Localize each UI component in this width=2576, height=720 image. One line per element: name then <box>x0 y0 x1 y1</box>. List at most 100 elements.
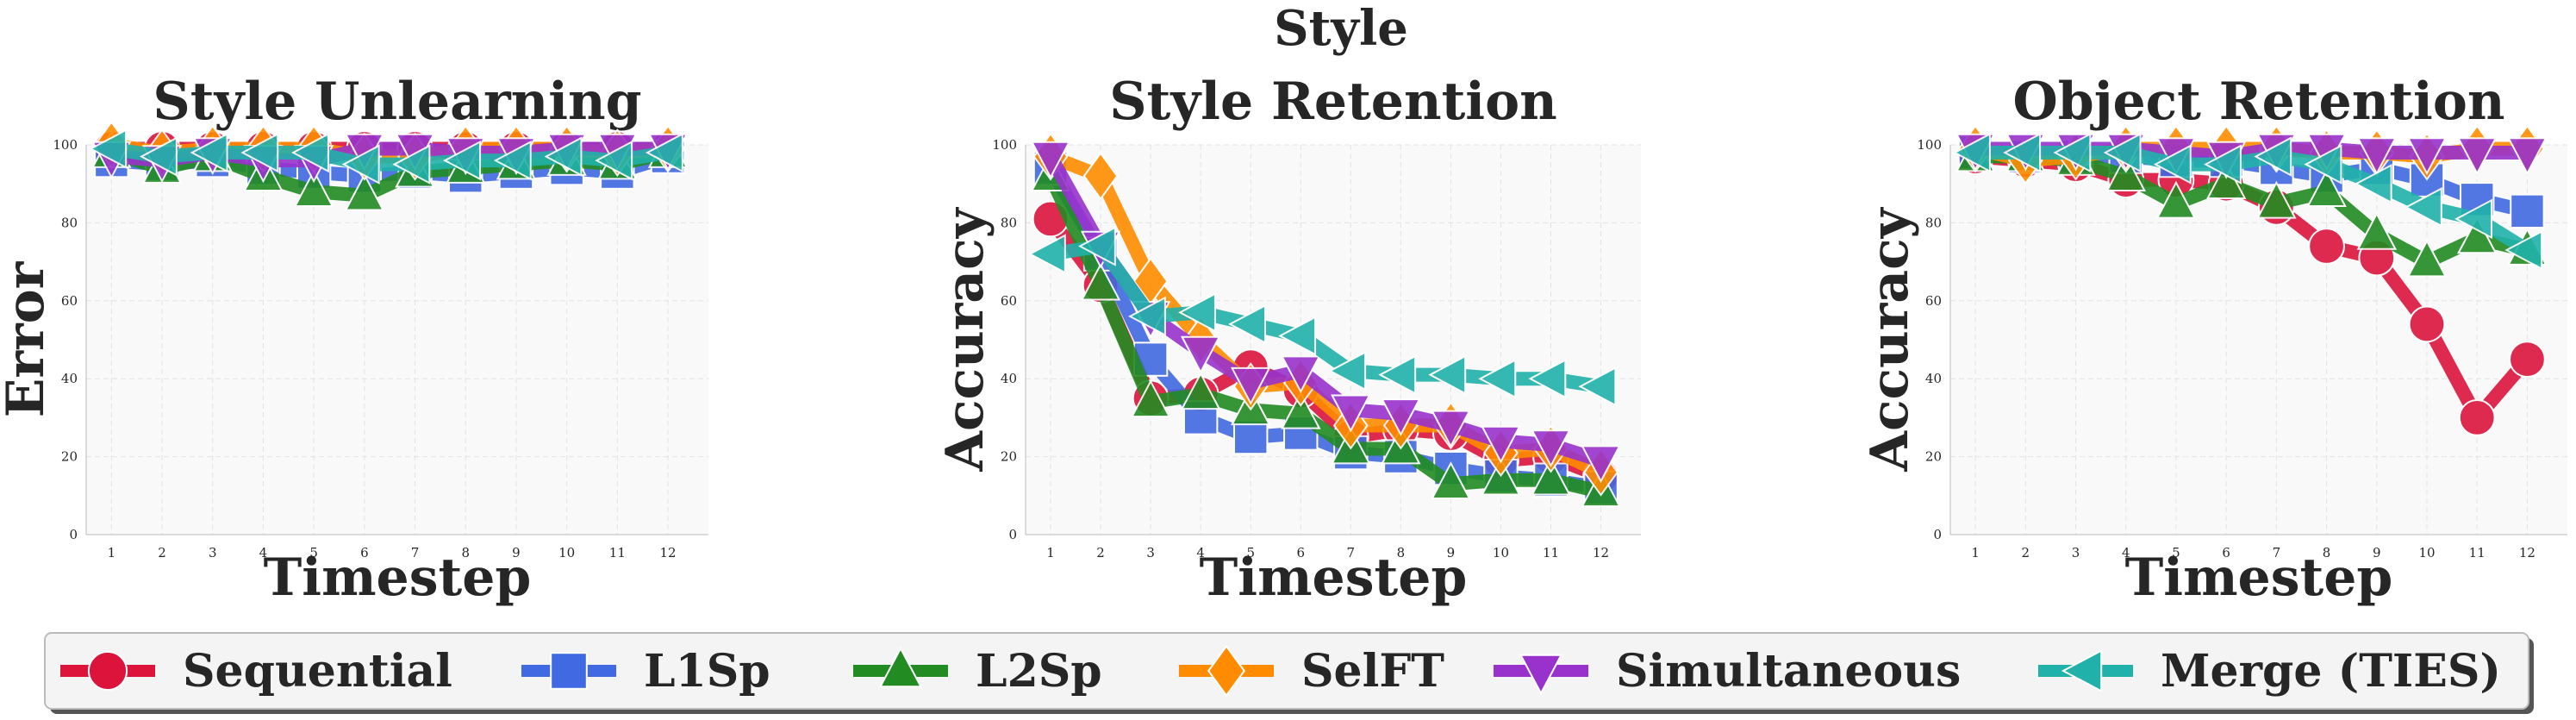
data-point <box>1952 132 1991 173</box>
x-axis-label: Timestep <box>1200 548 1468 608</box>
legend-entry: L2Sp <box>853 645 1102 698</box>
y-tick-label: 80 <box>1925 215 1942 230</box>
y-tick-label: 100 <box>992 137 1017 153</box>
x-tick-label: 1 <box>108 545 116 560</box>
x-tick-label: 3 <box>209 545 217 560</box>
legend-box <box>44 632 2529 710</box>
data-point <box>2306 169 2347 208</box>
data-point <box>2458 399 2496 436</box>
x-tick-label: 12 <box>1593 545 1609 560</box>
y-axis-label: Error <box>0 260 56 417</box>
x-tick-label: 7 <box>1347 545 1356 560</box>
data-point <box>1230 366 1271 405</box>
data-point <box>2053 132 2092 173</box>
data-point <box>392 144 431 185</box>
legend-entry: SelFT <box>1179 644 1444 698</box>
x-tick-label: 4 <box>1196 545 1205 560</box>
y-tick-label: 0 <box>69 527 78 542</box>
x-axis-label: Timestep <box>2125 548 2393 608</box>
legend-label: L1Sp <box>644 645 770 698</box>
data-point <box>2153 144 2192 185</box>
y-tick-label: 20 <box>1001 449 1017 465</box>
data-point <box>293 169 334 208</box>
data-point <box>139 136 178 177</box>
data-point <box>2103 132 2142 173</box>
data-point <box>89 128 128 169</box>
legend-marker-square-icon <box>550 652 588 690</box>
y-tick-label: 100 <box>53 137 78 153</box>
legend-label: Simultaneous <box>1616 645 1961 698</box>
data-point <box>2308 228 2345 265</box>
data-point <box>341 144 380 185</box>
legend-entry: L1Sp <box>521 645 770 698</box>
legend-marker-triangle-down-icon <box>1519 654 1563 696</box>
data-point <box>2408 305 2446 343</box>
x-tick-label: 6 <box>2222 545 2230 560</box>
data-point <box>1228 304 1267 345</box>
x-tick-label: 3 <box>1146 545 1155 560</box>
data-point <box>1130 379 1171 418</box>
x-tick-label: 2 <box>158 545 166 560</box>
data-point <box>291 132 329 173</box>
x-tick-label: 5 <box>2172 545 2180 560</box>
x-tick-label: 1 <box>1046 545 1055 560</box>
data-point <box>1027 234 1066 274</box>
data-point <box>1528 358 1567 399</box>
legend-label: SelFT <box>1301 645 1444 698</box>
x-tick-label: 10 <box>2418 545 2435 560</box>
plot-area <box>86 145 708 535</box>
legend-entry: Simultaneous <box>1494 645 1961 698</box>
panel-title: Style Unlearning <box>153 72 641 132</box>
data-point <box>1478 358 1517 399</box>
data-point <box>1581 445 1621 484</box>
y-tick-label: 60 <box>61 293 78 309</box>
y-tick-label: 80 <box>61 215 78 230</box>
legend-marker-triangle-up-icon <box>878 646 923 688</box>
y-tick-label: 0 <box>1933 527 1942 542</box>
x-tick-label: 11 <box>1543 545 1559 560</box>
data-point <box>1428 354 1467 395</box>
x-tick-label: 3 <box>2072 545 2080 560</box>
y-tick-label: 60 <box>1925 293 1942 309</box>
legend-label: L2Sp <box>976 645 1102 698</box>
x-tick-label: 2 <box>1096 545 1105 560</box>
data-point <box>2304 144 2342 185</box>
data-point <box>443 140 482 181</box>
data-point <box>190 132 228 173</box>
data-point <box>1281 391 1321 429</box>
y-tick-label: 100 <box>1917 137 1942 153</box>
data-point <box>2155 180 2197 219</box>
x-tick-label: 2 <box>2022 545 2030 560</box>
legend-label: Merge (TIES) <box>2161 645 2501 698</box>
data-point <box>1331 394 1371 433</box>
x-tick-label: 8 <box>461 545 470 560</box>
data-point <box>1127 296 1166 337</box>
data-point <box>1431 461 1471 500</box>
data-point <box>240 132 279 173</box>
series-merge-ties- <box>89 128 683 185</box>
y-tick-label: 20 <box>61 449 78 465</box>
data-point <box>344 172 385 211</box>
data-point <box>1378 354 1417 395</box>
data-point <box>1080 262 1121 301</box>
x-tick-label: 5 <box>309 545 318 560</box>
y-tick-label: 40 <box>61 371 78 386</box>
data-point <box>2256 180 2297 219</box>
data-point <box>2456 137 2498 176</box>
panel-title: Object Retention <box>2013 72 2505 132</box>
x-tick-label: 10 <box>558 545 575 560</box>
data-point <box>2356 137 2398 176</box>
x-tick-label: 12 <box>659 545 676 560</box>
legend-marker-triangle-left-icon <box>2061 648 2103 693</box>
legend-entry: Sequential <box>60 645 452 698</box>
data-point <box>1077 226 1116 266</box>
data-point <box>2509 341 2546 379</box>
figure-suptitle: Style <box>1274 0 1408 57</box>
legend-label: Sequential <box>183 645 452 698</box>
legend-entry: Merge (TIES) <box>2038 645 2501 698</box>
data-point <box>2406 239 2448 278</box>
panel-title: Style Retention <box>1109 72 1556 132</box>
y-tick-label: 40 <box>1925 371 1942 386</box>
x-axis-label: Timestep <box>264 548 532 608</box>
